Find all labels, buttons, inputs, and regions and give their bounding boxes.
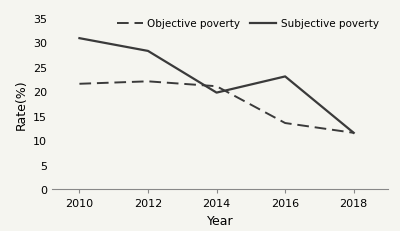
Y-axis label: Rate(%): Rate(%) [14, 79, 28, 129]
Legend: Objective poverty, Subjective poverty: Objective poverty, Subjective poverty [113, 15, 383, 33]
X-axis label: Year: Year [207, 214, 233, 227]
